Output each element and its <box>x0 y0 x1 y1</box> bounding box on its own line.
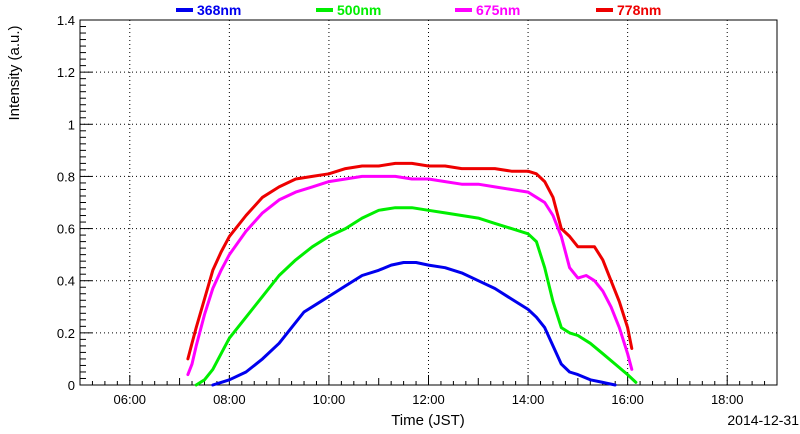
x-tick-label: 08:00 <box>213 392 246 407</box>
legend-label-778nm: 778nm <box>617 2 661 18</box>
legend-label-675nm: 675nm <box>476 2 520 18</box>
x-axis-title: Time (JST) <box>391 412 465 429</box>
series-line-500nm <box>194 206 638 387</box>
legend-label-500nm: 500nm <box>337 2 381 18</box>
y-axis-title: Intensity (a.u.) <box>6 25 23 120</box>
y-axis-ticks: 0 0.2 0.4 0.6 0.8 1 1.2 1.4 <box>57 13 92 393</box>
x-tick-label: 12:00 <box>412 392 445 407</box>
grid <box>80 20 777 385</box>
y-tick-label: 1.2 <box>57 65 75 80</box>
y-tick-label: 0.8 <box>57 169 75 184</box>
plot-frame <box>79 19 778 386</box>
y-tick-label: 0.6 <box>57 222 75 237</box>
x-tick-label: 10:00 <box>313 392 346 407</box>
legend-label-368nm: 368nm <box>197 2 241 18</box>
y-tick-label: 0.2 <box>57 326 75 341</box>
series-lines <box>186 161 638 387</box>
x-tick-label: 18:00 <box>711 392 744 407</box>
series-line-368nm <box>211 261 617 387</box>
x-axis-ticks: 06:00 08:00 10:00 12:00 14:00 16:00 18:00 <box>79 375 778 407</box>
y-tick-label: 1.4 <box>57 13 75 28</box>
x-tick-label: 14:00 <box>512 392 545 407</box>
series-line-778nm <box>186 161 634 361</box>
date-label: 2014-12-31 <box>727 412 799 428</box>
y-tick-label: 0 <box>68 378 75 393</box>
x-tick-label: 06:00 <box>114 392 147 407</box>
legend: 368nm 500nm 675nm 778nm <box>176 2 661 18</box>
x-tick-label: 16:00 <box>611 392 644 407</box>
series-line-675nm <box>186 174 634 377</box>
y-tick-label: 0.4 <box>57 274 75 289</box>
y-tick-label: 1 <box>68 117 75 132</box>
